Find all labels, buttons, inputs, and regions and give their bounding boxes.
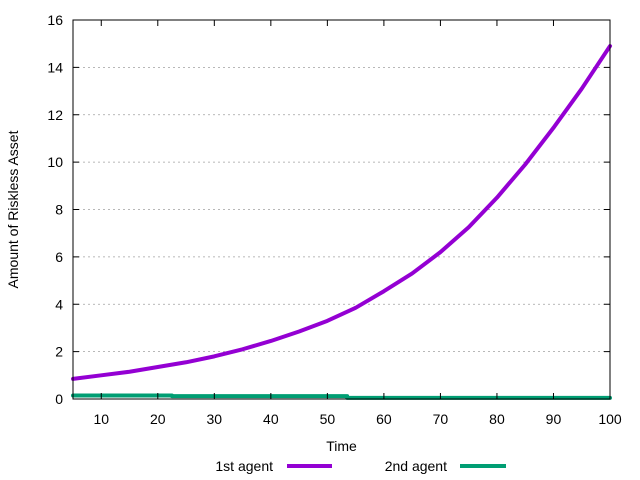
axis-ticks: 0 2 4 6 8 10 12 14 16 10 20 30 40 50 60 70 80 90 100	[47, 12, 621, 427]
x-axis-label: Time	[326, 438, 357, 454]
x-tick-label: 20	[150, 411, 166, 427]
x-tick-label: 30	[207, 411, 223, 427]
y-tick-label: 8	[55, 202, 63, 218]
y-tick-label: 14	[47, 59, 63, 75]
x-tick-label: 100	[598, 411, 622, 427]
y-tick-label: 2	[55, 344, 63, 360]
gridlines	[73, 66, 610, 353]
y-axis-label: Amount of Riskless Asset	[5, 130, 21, 288]
y-tick-label: 16	[47, 12, 63, 28]
x-tick-label: 50	[320, 411, 336, 427]
x-tick-label: 70	[433, 411, 449, 427]
y-tick-label: 0	[55, 391, 63, 407]
x-tick-label: 10	[93, 411, 109, 427]
y-tick-label: 12	[47, 107, 63, 123]
legend-label-2: 2nd agent	[385, 458, 447, 474]
y-tick-label: 6	[55, 249, 63, 265]
y-tick-label: 4	[55, 296, 63, 312]
series-line-2	[71, 393, 612, 400]
legend: 1st agent 2nd agent	[215, 458, 506, 474]
x-tick-label: 40	[263, 411, 279, 427]
legend-label-1: 1st agent	[215, 458, 273, 474]
x-tick-label: 80	[489, 411, 505, 427]
x-tick-label: 90	[546, 411, 562, 427]
series-lines	[71, 44, 612, 400]
series-line-1	[71, 44, 612, 381]
y-tick-label: 10	[47, 154, 63, 170]
x-tick-label: 60	[376, 411, 392, 427]
